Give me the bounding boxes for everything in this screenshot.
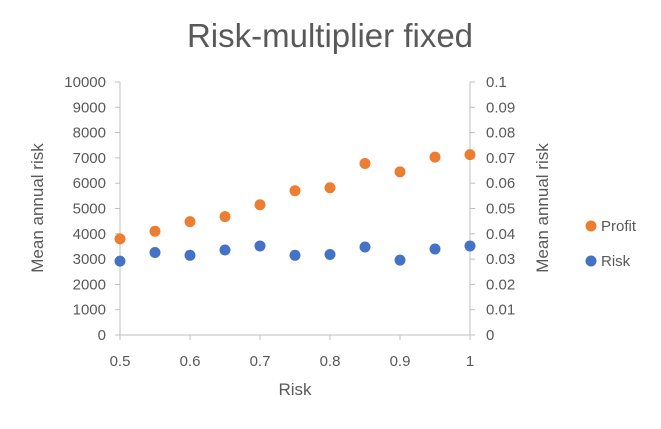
data-point-profit bbox=[184, 216, 196, 228]
y-tick-label-right: 0.1 bbox=[486, 74, 507, 91]
x-tick-label: 0.9 bbox=[390, 353, 411, 370]
data-point-profit bbox=[359, 157, 371, 169]
x-tick-label: 0.6 bbox=[180, 353, 201, 370]
data-point-profit bbox=[289, 185, 301, 197]
y-tick-label-left: 8000 bbox=[73, 125, 106, 142]
y-tick-label-left: 6000 bbox=[73, 175, 106, 192]
y-tick-label-left: 10000 bbox=[64, 74, 106, 91]
x-tick-label: 0.7 bbox=[250, 353, 271, 370]
data-point-profit bbox=[464, 149, 476, 161]
y-tick-label-left: 2000 bbox=[73, 276, 106, 293]
y-tick-label-right: 0.07 bbox=[486, 150, 515, 167]
data-points bbox=[114, 149, 476, 267]
y-axis-label-right: Mean annual risk bbox=[533, 143, 552, 273]
data-point-profit bbox=[324, 182, 336, 194]
legend-marker-profit bbox=[585, 220, 597, 232]
x-tick-label: 0.8 bbox=[320, 353, 341, 370]
y-tick-label-left: 0 bbox=[98, 327, 106, 344]
data-point-risk bbox=[324, 249, 336, 261]
data-point-profit bbox=[394, 166, 406, 178]
data-point-profit bbox=[114, 233, 126, 245]
legend-label-risk: Risk bbox=[601, 253, 631, 270]
x-tick-label: 0.5 bbox=[110, 353, 131, 370]
y-tick-label-right: 0 bbox=[486, 327, 494, 344]
axes: 0.5 0.6 0.7 0.8 0.9 1010002000300040005000600… bbox=[64, 74, 515, 370]
legend-marker-risk bbox=[585, 255, 597, 267]
data-point-risk bbox=[254, 240, 266, 252]
y-tick-label-right: 0.05 bbox=[486, 201, 515, 218]
y-tick-label-right: 0.01 bbox=[486, 302, 515, 319]
y-tick-label-left: 3000 bbox=[73, 251, 106, 268]
data-point-profit bbox=[429, 151, 441, 163]
data-point-risk bbox=[219, 244, 231, 256]
y-tick-label-left: 1000 bbox=[73, 302, 106, 319]
y-tick-label-left: 9000 bbox=[73, 99, 106, 116]
data-point-profit bbox=[254, 199, 266, 211]
y-tick-label-right: 0.03 bbox=[486, 251, 515, 268]
data-point-risk bbox=[114, 255, 126, 267]
legend: Profit Risk bbox=[585, 218, 637, 270]
y-axis-label-left: Mean annual risk bbox=[28, 143, 47, 273]
data-point-risk bbox=[394, 254, 406, 266]
data-point-risk bbox=[184, 249, 196, 261]
data-point-risk bbox=[464, 240, 476, 252]
data-point-risk bbox=[359, 241, 371, 253]
y-tick-label-left: 7000 bbox=[73, 150, 106, 167]
legend-label-profit: Profit bbox=[601, 218, 637, 235]
y-tick-label-right: 0.09 bbox=[486, 99, 515, 116]
y-tick-label-left: 5000 bbox=[73, 201, 106, 218]
y-tick-label-right: 0.02 bbox=[486, 276, 515, 293]
data-point-risk bbox=[149, 247, 161, 259]
x-axis-label: Risk bbox=[278, 380, 312, 399]
data-point-risk bbox=[429, 243, 441, 255]
data-point-risk bbox=[289, 249, 301, 261]
x-tick-label: 1 bbox=[466, 353, 474, 370]
data-point-profit bbox=[149, 225, 161, 237]
y-tick-label-right: 0.04 bbox=[486, 226, 515, 243]
chart-title: Risk-multiplier fixed bbox=[187, 17, 473, 54]
y-tick-label-right: 0.06 bbox=[486, 175, 515, 192]
data-point-profit bbox=[219, 211, 231, 223]
y-tick-label-right: 0.08 bbox=[486, 125, 515, 142]
y-tick-label-left: 4000 bbox=[73, 226, 106, 243]
